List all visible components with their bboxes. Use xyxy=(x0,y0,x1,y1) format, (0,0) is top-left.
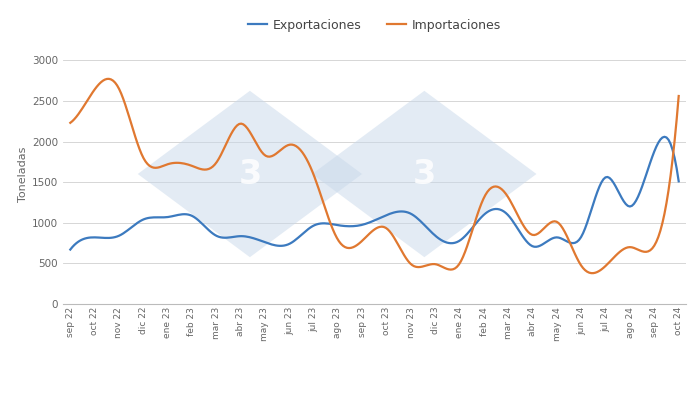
Exportaciones xyxy=(428,231,437,236)
Importaciones xyxy=(581,268,589,272)
Text: 3: 3 xyxy=(413,158,436,190)
Exportaciones xyxy=(438,238,447,243)
Importaciones xyxy=(428,262,437,266)
Importaciones xyxy=(66,120,74,125)
Exportaciones xyxy=(426,229,435,234)
Text: 3: 3 xyxy=(238,158,262,190)
Importaciones xyxy=(105,76,113,81)
Exportaciones xyxy=(579,231,587,236)
Exportaciones xyxy=(660,134,668,139)
Importaciones xyxy=(440,266,449,270)
Polygon shape xyxy=(138,91,362,257)
Exportaciones xyxy=(68,245,76,250)
Importaciones xyxy=(622,246,630,250)
Importaciones xyxy=(589,271,597,276)
Legend: Exportaciones, Importaciones: Exportaciones, Importaciones xyxy=(243,14,506,37)
Importaciones xyxy=(430,262,439,266)
Importaciones xyxy=(675,94,683,98)
Polygon shape xyxy=(312,91,536,257)
Line: Exportaciones: Exportaciones xyxy=(70,137,679,250)
Exportaciones xyxy=(66,247,74,252)
Y-axis label: Toneladas: Toneladas xyxy=(18,146,28,202)
Line: Importaciones: Importaciones xyxy=(70,79,679,273)
Exportaciones xyxy=(617,196,626,200)
Importaciones xyxy=(68,119,76,124)
Exportaciones xyxy=(675,179,683,184)
